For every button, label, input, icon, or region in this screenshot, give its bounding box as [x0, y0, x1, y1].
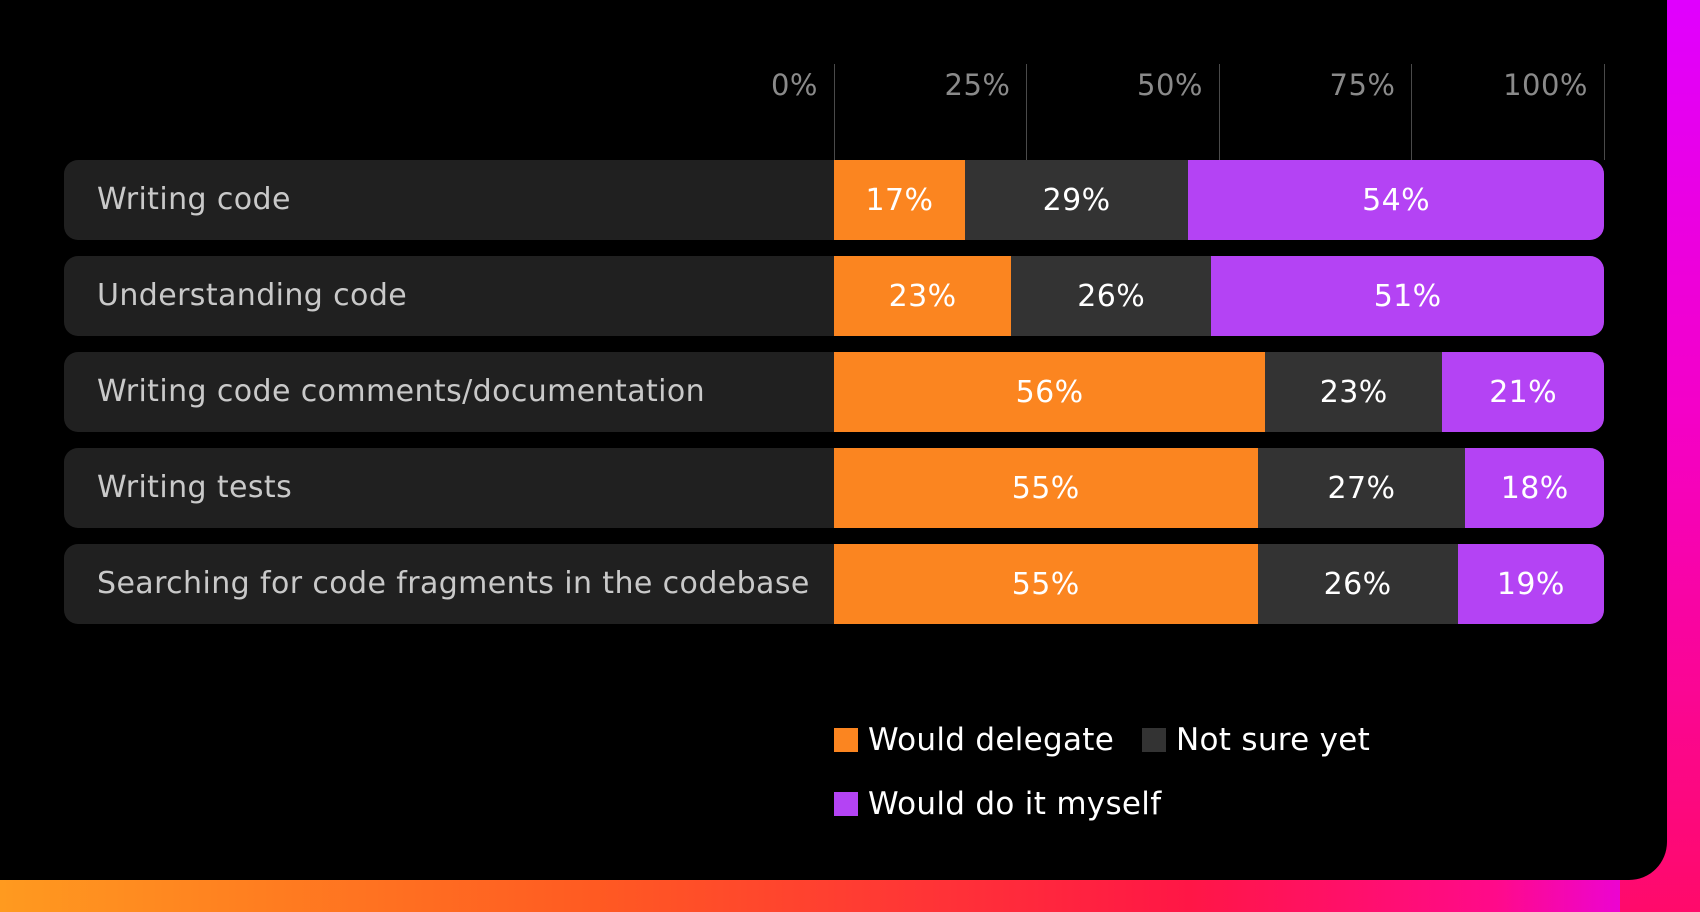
x-gridline: [833, 64, 835, 160]
bar-value-label: 51%: [1373, 278, 1442, 314]
category-label: Searching for code fragments in the code…: [97, 566, 810, 601]
legend-label-not-sure-yet: Not sure yet: [1176, 722, 1371, 758]
bar-value-label: 21%: [1489, 374, 1558, 410]
category-label: Writing code comments/documentation: [97, 374, 706, 409]
bar-value-label: 54%: [1362, 182, 1431, 218]
legend-swatch-would-delegate: [834, 728, 858, 752]
legend-item-would-do-it-myself: Would do it myself: [834, 786, 1161, 822]
x-tick-label: 0%: [770, 68, 818, 102]
bar-row: Writing code 17% 29% 54%: [64, 160, 1604, 240]
x-gridline: [1218, 64, 1220, 160]
bar-value-label: 56%: [1015, 374, 1084, 410]
legend-item-would-delegate: Would delegate: [834, 722, 1114, 758]
x-tick-label: 100%: [1503, 68, 1588, 102]
bar-segment: 27%: [1257, 448, 1466, 528]
bar-row: Writing tests 55% 27% 18%: [64, 448, 1604, 528]
bar-value-label: 55%: [1011, 566, 1080, 602]
legend-swatch-would-do-it-myself: [834, 792, 858, 816]
bar-segment: 21%: [1442, 352, 1604, 432]
bar-row: Searching for code fragments in the code…: [64, 544, 1604, 624]
legend-label-would-delegate: Would delegate: [868, 722, 1115, 758]
bar-segment: 51%: [1211, 256, 1604, 336]
bar-value-label: 19%: [1496, 566, 1565, 602]
bar-value-label: 26%: [1077, 278, 1146, 314]
legend-label-would-do-it-myself: Would do it myself: [868, 786, 1162, 822]
category-label: Writing tests: [97, 470, 293, 505]
category-label: Writing code: [97, 182, 291, 217]
bar-segment: 19%: [1457, 544, 1604, 624]
bar-segment: 56%: [834, 352, 1266, 432]
bar-value-label: 18%: [1500, 470, 1569, 506]
bar-value-label: 17%: [865, 182, 934, 218]
bar-row: Writing code comments/documentation 56% 23…: [64, 352, 1604, 432]
bar-row: Understanding code 23% 26% 51%: [64, 256, 1604, 336]
bar-value-label: 55%: [1011, 470, 1080, 506]
bar-value-label: 29%: [1042, 182, 1111, 218]
x-tick-label: 75%: [1329, 68, 1396, 102]
x-tick-label: 50%: [1137, 68, 1203, 102]
bar-value-label: 27%: [1327, 470, 1396, 506]
bar-segment: 23%: [834, 256, 1012, 336]
legend-swatch-not-sure-yet: [1142, 728, 1166, 752]
category-label: Understanding code: [97, 278, 408, 313]
x-gridline: [1411, 64, 1412, 160]
bar-segment: 18%: [1465, 448, 1604, 528]
x-gridline: [1026, 64, 1027, 160]
bar-segment: 26%: [1257, 544, 1458, 624]
bar-segment: 55%: [834, 544, 1258, 624]
bar-segment: 17%: [834, 160, 965, 240]
bar-value-label: 23%: [888, 278, 957, 314]
bar-segment: 29%: [964, 160, 1189, 240]
bar-segment: 54%: [1188, 160, 1604, 240]
bar-value-label: 23%: [1319, 374, 1388, 410]
bar-segment: 55%: [834, 448, 1258, 528]
bar-segment: 23%: [1265, 352, 1443, 432]
x-tick-label: 25%: [944, 68, 1011, 102]
chart-panel: 0% 25% 50% 75% 100% Writing code 17% 29% 54% Und…: [0, 0, 1667, 880]
legend-item-not-sure-yet: Not sure yet: [1142, 722, 1370, 758]
x-gridline: [1603, 64, 1605, 160]
bar-segment: 26%: [1011, 256, 1212, 336]
bar-value-label: 26%: [1323, 566, 1392, 602]
